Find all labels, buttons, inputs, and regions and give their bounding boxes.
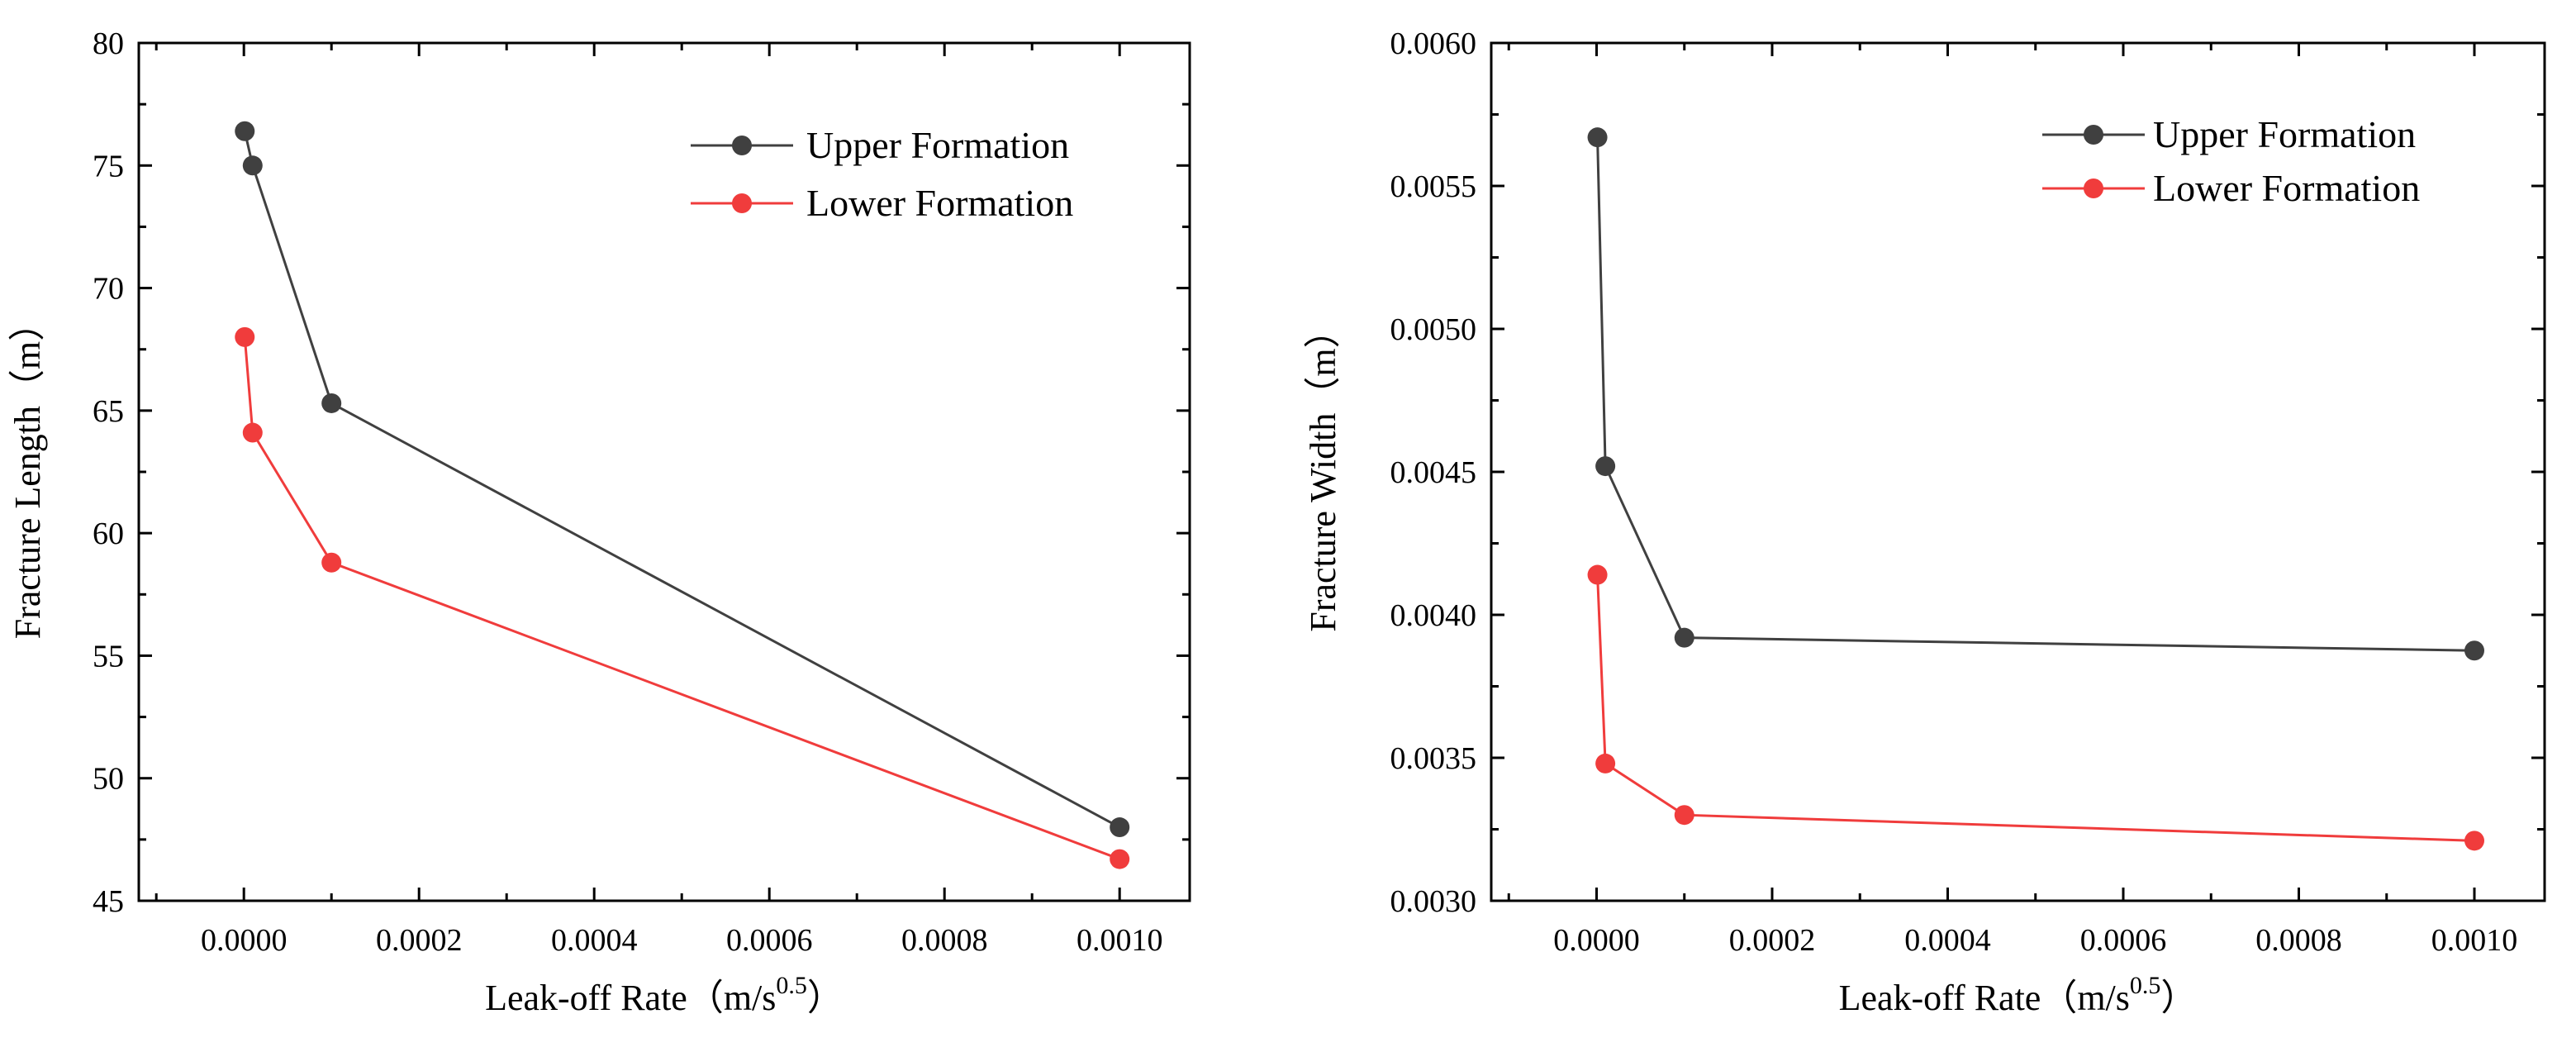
y-tick-label: 0.0030 xyxy=(1390,884,1477,919)
y-tick-label: 0.0045 xyxy=(1390,455,1477,490)
y-tick-label: 50 xyxy=(93,762,124,797)
x-tick-label: 0.0000 xyxy=(201,923,288,958)
data-point-lower xyxy=(235,326,255,347)
y-axis-title: Fracture Length（m） xyxy=(7,305,48,639)
data-point-lower xyxy=(1674,805,1694,826)
y-tick-label: 75 xyxy=(93,149,124,183)
data-point-upper xyxy=(1595,456,1616,477)
legend-label-lower: Lower Formation xyxy=(806,182,1073,224)
data-point-lower xyxy=(2464,831,2484,851)
x-axis-title-close: ） xyxy=(2160,978,2197,1018)
series-line-upper xyxy=(243,131,1120,829)
chart-panel-1: 45 50 55 60 65 70 75 80 0.0000 0.0002 0.0004 0.0006… xyxy=(7,26,1191,1018)
x-tick-label: 0.0004 xyxy=(551,923,638,958)
x-axis-title: Leak-off Rate（m/s0.5） xyxy=(485,972,844,1018)
chart-panel-2: 0.0030 0.0035 0.0040 0.0045 0.0050 0.0055 0.00… xyxy=(1303,26,2546,1018)
data-point-lower xyxy=(1587,564,1608,585)
y-tick-label: 0.0050 xyxy=(1390,312,1477,347)
data-point-upper xyxy=(2464,640,2484,661)
y-tick-label: 45 xyxy=(93,884,124,919)
x-axis-title-main: Leak-off Rate（m/s xyxy=(1839,978,2130,1018)
x-tick-label: 0.0006 xyxy=(2080,923,2167,958)
x-tick-label: 0.0010 xyxy=(1077,923,1163,958)
legend-label-upper: Upper Formation xyxy=(2153,113,2416,155)
legend-marker-upper xyxy=(2084,125,2103,145)
legend-marker-lower xyxy=(732,193,752,213)
y-tick-label: 0.0035 xyxy=(1390,741,1477,776)
x-tick-label: 0.0006 xyxy=(726,923,813,958)
y-tick-label: 0.0060 xyxy=(1390,26,1477,61)
data-point-lower xyxy=(1110,849,1130,869)
y-tick-label: 80 xyxy=(93,26,124,61)
data-point-lower xyxy=(321,552,342,573)
x-tick-label: 0.0002 xyxy=(1729,923,1816,958)
x-tick-label: 0.0002 xyxy=(376,923,463,958)
x-tick-label: 0.0004 xyxy=(1904,923,1991,958)
x-axis-title-superscript: 0.5 xyxy=(776,972,807,999)
legend-label-upper: Upper Formation xyxy=(806,124,1069,166)
x-tick-label: 0.0008 xyxy=(901,923,988,958)
y-tick-label: 60 xyxy=(93,516,124,551)
data-point-upper xyxy=(321,393,342,413)
x-tick-label: 0.0010 xyxy=(2431,923,2518,958)
data-point-lower xyxy=(1595,753,1616,774)
y-axis-title: Fracture Width（m） xyxy=(1303,312,1343,631)
data-point-upper xyxy=(242,155,263,176)
legend-marker-lower xyxy=(2084,179,2103,198)
y-tick-label: 55 xyxy=(93,639,124,674)
data-point-upper xyxy=(1587,127,1608,148)
legend-marker-upper xyxy=(732,136,752,155)
x-axis-title-superscript: 0.5 xyxy=(2130,972,2161,999)
y-tick-label: 0.0040 xyxy=(1390,598,1477,633)
plot-frame xyxy=(137,41,1191,902)
data-point-upper xyxy=(1674,627,1694,648)
y-tick-label: 70 xyxy=(93,272,124,307)
x-axis-title: Leak-off Rate（m/s0.5） xyxy=(1839,972,2198,1018)
series-line-lower xyxy=(243,336,1120,860)
x-tick-label: 0.0008 xyxy=(2255,923,2342,958)
series-line-upper xyxy=(1596,137,2475,652)
y-tick-label: 0.0055 xyxy=(1390,169,1477,204)
data-point-upper xyxy=(1110,817,1130,838)
x-axis-title-close: ） xyxy=(807,978,844,1018)
data-point-upper xyxy=(235,121,255,141)
x-axis-title-main: Leak-off Rate（m/s xyxy=(485,978,776,1018)
x-tick-label: 0.0000 xyxy=(1553,923,1640,958)
data-point-lower xyxy=(242,422,263,443)
series-line-lower xyxy=(1596,574,2475,842)
legend-label-lower: Lower Formation xyxy=(2153,167,2420,209)
y-tick-label: 65 xyxy=(93,394,124,429)
